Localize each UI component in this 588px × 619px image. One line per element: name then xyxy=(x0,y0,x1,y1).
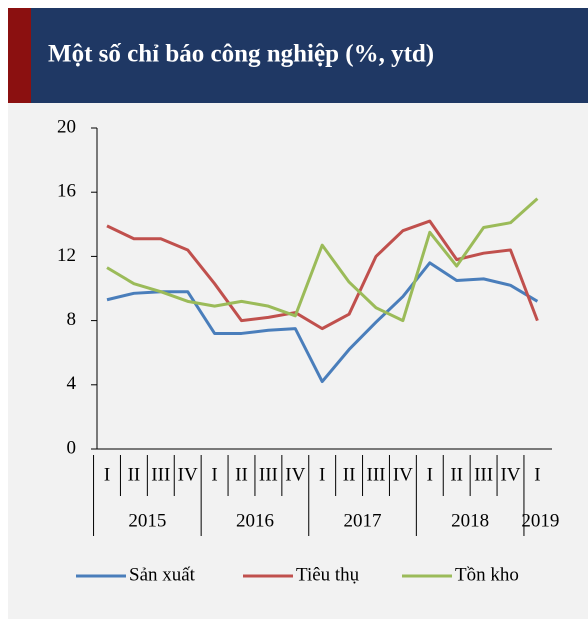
x-tick-label: IV xyxy=(285,464,305,485)
year-label: 2019 xyxy=(521,510,559,531)
x-tick-label: I xyxy=(534,464,540,485)
line-series xyxy=(106,219,539,331)
year-label: 2018 xyxy=(451,510,489,531)
chart-title: Một số chỉ báo công nghiệp (%, ytd) xyxy=(48,41,434,68)
x-tick-label: III xyxy=(367,464,386,485)
y-tick-label: 8 xyxy=(67,309,77,330)
x-tick-label: II xyxy=(343,464,356,485)
x-tick-label: III xyxy=(259,464,278,485)
year-label: 2017 xyxy=(344,510,382,531)
x-tick-label: II xyxy=(450,464,463,485)
year-label: 2015 xyxy=(128,510,166,531)
y-tick-label: 0 xyxy=(67,437,77,458)
header xyxy=(8,8,588,103)
x-tick-label: II xyxy=(128,464,141,485)
x-tick-label: IV xyxy=(500,464,520,485)
x-tick-label: II xyxy=(235,464,248,485)
x-tick-label: IV xyxy=(178,464,198,485)
x-tick-label: III xyxy=(151,464,170,485)
x-tick-label: III xyxy=(474,464,493,485)
y-tick-label: 12 xyxy=(57,245,76,266)
x-tick-label: IV xyxy=(393,464,413,485)
x-tick-label: I xyxy=(319,464,325,485)
legend-label: Tồn kho xyxy=(455,564,519,585)
line-series xyxy=(106,197,539,323)
legend-label: Sản xuất xyxy=(129,564,196,585)
y-tick-label: 20 xyxy=(57,116,76,137)
x-tick-label: I xyxy=(211,464,217,485)
line-series xyxy=(106,261,539,384)
legend-label: Tiêu thụ xyxy=(296,564,360,585)
header-accent xyxy=(8,8,31,103)
y-tick-label: 4 xyxy=(67,373,77,394)
y-tick-label: 16 xyxy=(57,181,76,202)
x-tick-label: I xyxy=(427,464,433,485)
year-label: 2016 xyxy=(236,510,274,531)
x-tick-label: I xyxy=(104,464,110,485)
